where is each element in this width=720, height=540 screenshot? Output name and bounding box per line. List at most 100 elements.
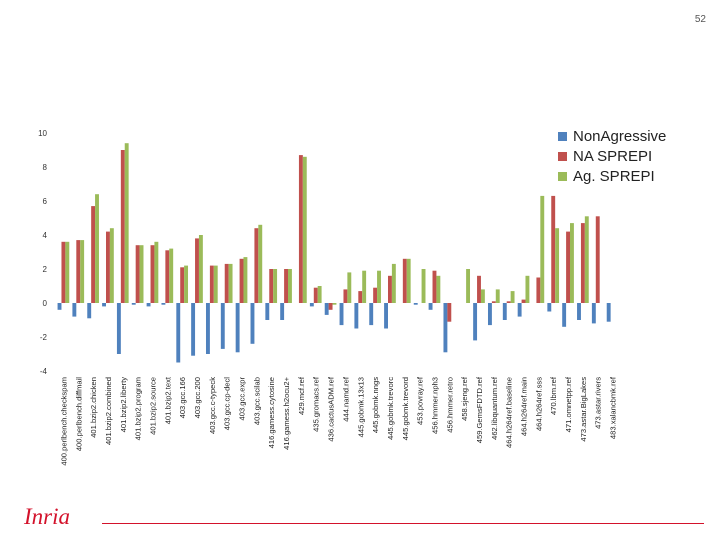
x-category-label: 403.gcc.166 (178, 377, 187, 418)
bar-nonagressive (87, 303, 92, 319)
x-category-label: 435.gromacs.ref (312, 376, 321, 432)
bar-nonagressive (191, 303, 196, 356)
bar-nonagressive (250, 303, 255, 344)
bar-na-sprepi (254, 228, 259, 303)
bar-nonagressive (161, 303, 166, 305)
bar-ag-sprepi (406, 258, 411, 303)
x-category-label: 445.gobmk.trevorc (386, 377, 395, 440)
x-category-label: 403.gcc.c-typeck (208, 377, 217, 434)
bar-na-sprepi (180, 267, 185, 303)
bar-nonagressive (473, 303, 478, 341)
x-category-label: 403.gcc.expr (238, 377, 247, 421)
bar-na-sprepi (106, 231, 110, 303)
bar-ag-sprepi (466, 269, 471, 303)
bar-na-sprepi (595, 216, 600, 303)
bar-ag-sprepi (273, 269, 278, 303)
bar-ag-sprepi (436, 275, 441, 303)
y-tick-label: -2 (40, 333, 48, 342)
bar-na-sprepi (298, 155, 303, 303)
x-category-label: 473.astar.BigLakes (579, 377, 588, 442)
bar-ag-sprepi (317, 286, 322, 303)
bar-ag-sprepi (570, 223, 574, 303)
x-category-label: 401.bzip2.program (134, 377, 143, 440)
x-category-label: 445.gobmk.trevord (401, 377, 410, 440)
bar-na-sprepi (195, 238, 199, 303)
bar-nonagressive (339, 303, 344, 326)
bar-ag-sprepi (480, 289, 485, 303)
bar-ag-sprepi (109, 228, 114, 303)
bar-na-sprepi (91, 206, 96, 303)
bar-na-sprepi (150, 245, 155, 303)
bar-nonagressive (131, 303, 136, 305)
bar-na-sprepi (209, 265, 214, 303)
bar-nonagressive (116, 303, 121, 354)
bar-ag-sprepi (243, 257, 248, 303)
bar-ag-sprepi (169, 248, 174, 303)
bar-na-sprepi (432, 270, 437, 303)
bar-ag-sprepi (184, 265, 189, 303)
bar-nonagressive (220, 303, 225, 349)
x-category-label: 403.gcc.scilab (252, 377, 261, 425)
bar-nonagressive (57, 303, 62, 310)
x-category-label: 470.lbm.ref (549, 376, 558, 415)
bar-na-sprepi (402, 258, 407, 303)
bar-na-sprepi (358, 291, 363, 303)
bar-ag-sprepi (154, 241, 159, 303)
legend-swatch (558, 131, 567, 141)
x-category-label: 459.GemsFDTD.ref (475, 376, 484, 443)
bar-na-sprepi (477, 275, 481, 303)
x-category-label: 400.perlbench.checkspam (59, 377, 68, 466)
bar-na-sprepi (76, 240, 81, 303)
footer-rule (102, 523, 704, 524)
bar-na-sprepi (224, 263, 229, 303)
bar-na-sprepi (551, 195, 556, 303)
bar-ag-sprepi (584, 216, 589, 303)
legend-swatch (558, 151, 567, 161)
bar-ag-sprepi (525, 275, 530, 303)
bar-nonagressive (591, 303, 596, 324)
bar-ag-sprepi (510, 291, 515, 303)
bar-na-sprepi (447, 303, 452, 322)
bar-ag-sprepi (540, 195, 545, 303)
category-labels: 400.perlbench.checkspam 400.perlbench.dif… (59, 376, 617, 466)
bar-na-sprepi (239, 258, 244, 303)
bar-na-sprepi (388, 275, 392, 303)
x-category-label: 453.povray.ref (416, 376, 425, 425)
bar-nonagressive (176, 303, 181, 363)
inria-logo: Inria (23, 504, 70, 529)
bar-ag-sprepi (258, 224, 263, 303)
bar-na-sprepi (506, 301, 511, 303)
x-category-label: 456.hmmer.nph3 (430, 377, 439, 434)
y-tick-label: 6 (43, 197, 48, 206)
x-category-label: 416.gamess.h2ocu2+ (282, 376, 291, 449)
x-category-label: 464.h264ref.main (520, 377, 529, 436)
page-number: 52 (694, 14, 706, 25)
bar-na-sprepi (536, 277, 541, 303)
y-tick-label: -4 (40, 367, 48, 376)
bar-na-sprepi (120, 150, 125, 303)
svg-text:Inria: Inria (23, 504, 70, 529)
x-category-label: 464.h264ref.sss (534, 377, 543, 431)
bar-na-sprepi (135, 245, 140, 303)
bar-ag-sprepi (347, 272, 352, 303)
bar-ag-sprepi (377, 270, 381, 303)
bar-ag-sprepi (288, 269, 292, 303)
bar-na-sprepi (343, 289, 348, 303)
bar-ag-sprepi (124, 143, 129, 303)
y-tick-label: 4 (43, 231, 48, 240)
bar-na-sprepi (521, 299, 526, 303)
bar-ag-sprepi (362, 270, 367, 303)
x-category-label: 403.gcc.200 (193, 377, 202, 418)
bar-ag-sprepi (391, 263, 396, 303)
bar-na-sprepi (373, 287, 378, 303)
legend-swatch (558, 171, 567, 181)
bar-na-sprepi (566, 231, 570, 303)
bar-na-sprepi (165, 250, 170, 303)
bar-nonagressive (487, 303, 492, 326)
x-category-label: 456.hmmer.retro (445, 377, 454, 433)
bar-ag-sprepi (228, 263, 233, 303)
x-category-label: 445.gobmk.nngs (371, 377, 380, 433)
x-category-label: 401.bzip2.combined (104, 377, 113, 445)
y-tick-label: 0 (43, 299, 48, 308)
bar-na-sprepi (61, 241, 66, 303)
